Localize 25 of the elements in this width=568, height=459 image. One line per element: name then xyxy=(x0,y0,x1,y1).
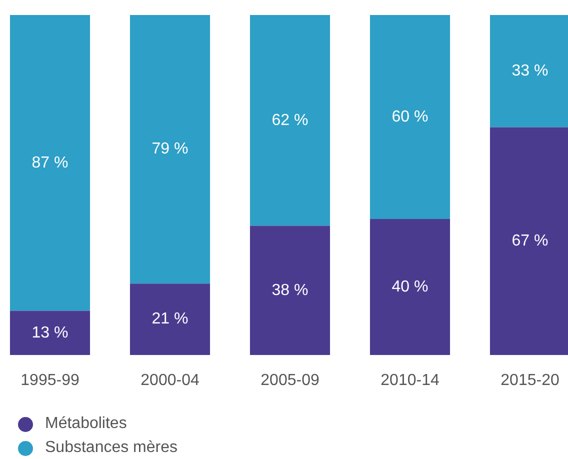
data-label: 79 % xyxy=(152,140,188,158)
bar xyxy=(370,15,450,219)
x-tick-label: 1995-99 xyxy=(20,372,80,390)
bar xyxy=(130,284,210,355)
bar xyxy=(10,310,90,355)
data-label: 87 % xyxy=(32,154,68,172)
data-label: 60 % xyxy=(392,108,428,126)
data-label: 67 % xyxy=(512,232,548,250)
x-tick-label: 2005-09 xyxy=(260,372,320,390)
bar xyxy=(250,226,330,355)
data-label: 21 % xyxy=(152,310,188,328)
data-label: 33 % xyxy=(512,62,548,80)
bar xyxy=(10,15,90,311)
x-tick-label: 2015-20 xyxy=(500,372,560,390)
bar xyxy=(370,219,450,355)
bar xyxy=(130,15,210,284)
legend-label: Substances mères xyxy=(45,439,178,457)
x-tick-label: 2000-04 xyxy=(140,372,200,390)
data-label: 38 % xyxy=(272,282,308,299)
legend-label: Métabolites xyxy=(45,415,127,433)
bar xyxy=(250,15,330,226)
data-label: 62 % xyxy=(272,112,308,129)
x-tick-label: 2010-14 xyxy=(380,372,440,390)
data-label: 40 % xyxy=(392,278,428,296)
data-label: 13 % xyxy=(32,324,68,342)
